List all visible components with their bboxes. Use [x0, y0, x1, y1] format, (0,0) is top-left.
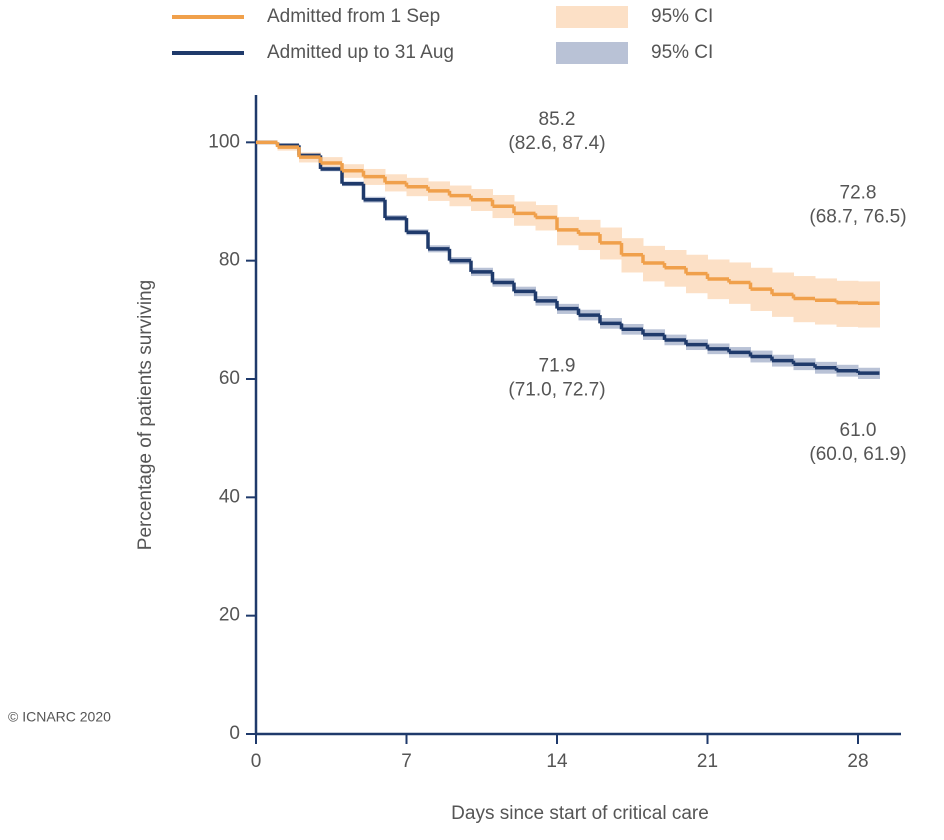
annotation-value: 72.8	[840, 182, 877, 203]
y-tick-label: 0	[229, 723, 240, 744]
annotation-ci: (71.0, 72.7)	[508, 380, 605, 401]
y-axis-label: Percentage of patients surviving	[135, 280, 156, 550]
x-tick-label: 0	[251, 751, 262, 772]
y-tick-label: 80	[219, 250, 240, 271]
y-tick-label: 100	[208, 131, 240, 152]
y-tick-label: 20	[219, 605, 240, 626]
annotation-ci: (68.7, 76.5)	[809, 206, 906, 227]
annotation-ci: (82.6, 87.4)	[508, 133, 605, 154]
y-tick-label: 40	[219, 486, 240, 507]
annotation-value: 85.2	[539, 109, 576, 130]
x-tick-label: 28	[847, 751, 868, 772]
copyright: © ICNARC 2020	[8, 709, 111, 725]
legend-ci-swatch	[556, 6, 628, 28]
legend-ci-label: 95% CI	[651, 6, 713, 27]
y-tick-label: 60	[219, 368, 240, 389]
legend-ci-label: 95% CI	[651, 42, 713, 63]
x-tick-label: 21	[697, 751, 718, 772]
legend-label: Admitted up to 31 Aug	[267, 42, 454, 63]
annotation-value: 61.0	[840, 420, 877, 441]
x-axis-label: Days since start of critical care	[451, 803, 709, 824]
annotation-value: 71.9	[539, 356, 576, 377]
legend-label: Admitted from 1 Sep	[267, 6, 440, 27]
legend-ci-swatch	[556, 42, 628, 64]
x-tick-label: 14	[546, 751, 568, 772]
x-tick-label: 7	[401, 751, 412, 772]
annotation-ci: (60.0, 61.9)	[809, 444, 906, 465]
